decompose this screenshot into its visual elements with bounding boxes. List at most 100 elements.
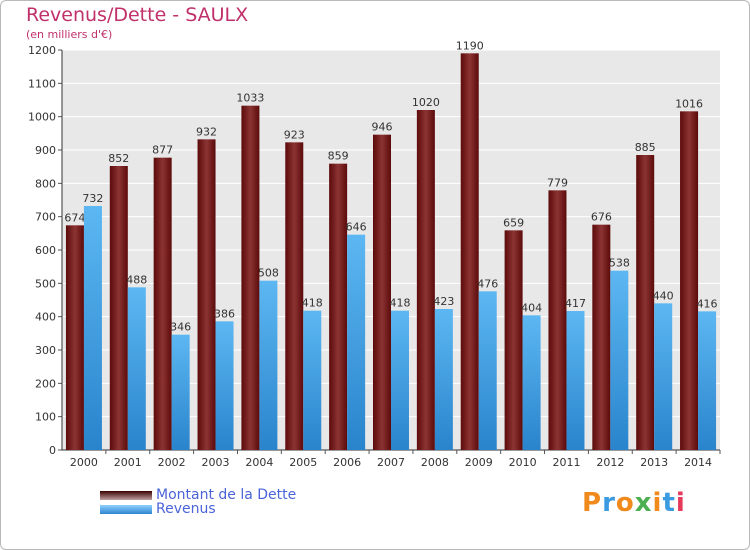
y-tick-label: 700 [35,211,56,224]
bar-revenus [522,315,541,450]
x-tick-label: 2007 [377,456,405,469]
data-label: 1190 [456,39,484,52]
chart-subtitle: (en milliers d'€) [26,28,113,41]
y-tick-label: 1000 [28,111,56,124]
logo-letter: i [652,488,663,518]
bar-revenus [303,310,322,450]
data-label: 418 [302,297,323,310]
bar-dette [592,224,611,450]
y-tick-label: 500 [35,277,56,290]
logo-letter: t [662,488,676,518]
bar-revenus [259,280,278,450]
x-tick-label: 2011 [552,456,580,469]
data-label: 779 [547,176,568,189]
bar-revenus [215,321,234,450]
bar-revenus [654,303,673,450]
bar-dette [680,111,699,450]
legend-swatch-dette [100,490,152,500]
bar-dette [636,155,655,450]
bar-dette [241,105,260,451]
data-label: 418 [390,297,411,310]
proxiti-logo: Proxiti [582,488,686,518]
y-tick-label: 0 [49,444,56,457]
bar-revenus [566,311,585,450]
y-tick-label: 900 [35,144,56,157]
logo-letter: i [675,488,686,518]
data-label: 416 [697,297,718,310]
bar-dette [416,110,435,450]
data-label: 508 [258,267,279,280]
bar-revenus [347,234,366,450]
x-tick-label: 2004 [245,456,273,469]
data-label: 877 [152,144,173,157]
y-tick-label: 400 [35,311,56,324]
data-label: 732 [82,192,103,205]
bar-dette [109,166,128,450]
bar-chart: 0 100 200 300 400 500 600 700 800 900 1000 1100 1200… [28,39,721,469]
bar-revenus [610,270,629,450]
data-label: 538 [609,257,630,270]
x-tick-label: 2014 [684,456,712,469]
y-tick-label: 300 [35,344,56,357]
data-label: 646 [346,221,367,234]
legend-item-revenus: Revenus [100,500,216,518]
x-tick-label: 2010 [509,456,537,469]
x-tick-label: 2013 [640,456,668,469]
data-label: 488 [126,273,147,286]
x-tick-label: 2001 [114,456,142,469]
bar-dette [548,190,567,451]
data-label: 859 [328,150,349,163]
logo-letter: r [602,488,616,518]
bar-revenus [434,309,453,450]
bar-revenus [391,310,409,450]
logo-letter: x [634,488,653,518]
x-tick-label: 2000 [70,456,98,469]
data-label: 423 [433,295,454,308]
bar-revenus [171,334,190,450]
bar-revenus [83,206,102,450]
x-tick-label: 2005 [289,456,317,469]
bar-dette [197,139,216,451]
bar-revenus [127,287,146,450]
y-tick-label: 100 [35,411,56,424]
data-label: 1016 [675,97,703,110]
data-label: 885 [635,141,656,154]
y-tick-label: 200 [35,377,56,390]
bar-revenus [478,291,497,450]
logo-letter: P [582,488,603,518]
chart-title: Revenus/Dette - SAULX [26,4,249,26]
bar-dette [285,142,304,451]
data-label: 659 [503,216,524,229]
x-tick-label: 2003 [202,456,230,469]
data-label: 476 [477,277,498,290]
bar-dette [65,225,84,450]
data-label: 932 [196,125,217,138]
bar-dette [460,53,479,450]
bar-revenus [698,311,717,450]
data-label: 440 [653,289,674,302]
data-label: 417 [565,297,586,310]
bar-dette [373,134,391,450]
data-label: 674 [64,211,85,224]
bar-dette [153,157,172,450]
data-label: 404 [521,301,542,314]
x-tick-label: 2002 [158,456,186,469]
x-tick-label: 2006 [333,456,361,469]
legend-label-dette: Montant de la Dette [156,487,297,503]
data-label: 1020 [412,96,440,109]
legend-label-revenus: Revenus [156,501,216,517]
data-label: 923 [284,128,305,141]
bar-dette [504,230,523,450]
x-tick-label: 2009 [465,456,493,469]
data-label: 346 [170,321,191,334]
legend-item-dette: Montant de la Dette [100,486,296,504]
x-tick-label: 2008 [421,456,449,469]
bar-dette [329,163,348,450]
data-label: 1033 [236,92,264,105]
data-label: 852 [108,152,129,165]
data-label: 386 [214,307,235,320]
y-tick-label: 1200 [28,44,56,57]
legend-swatch-revenus [100,504,152,514]
y-tick-label: 1100 [28,77,56,90]
data-label: 676 [591,211,612,224]
